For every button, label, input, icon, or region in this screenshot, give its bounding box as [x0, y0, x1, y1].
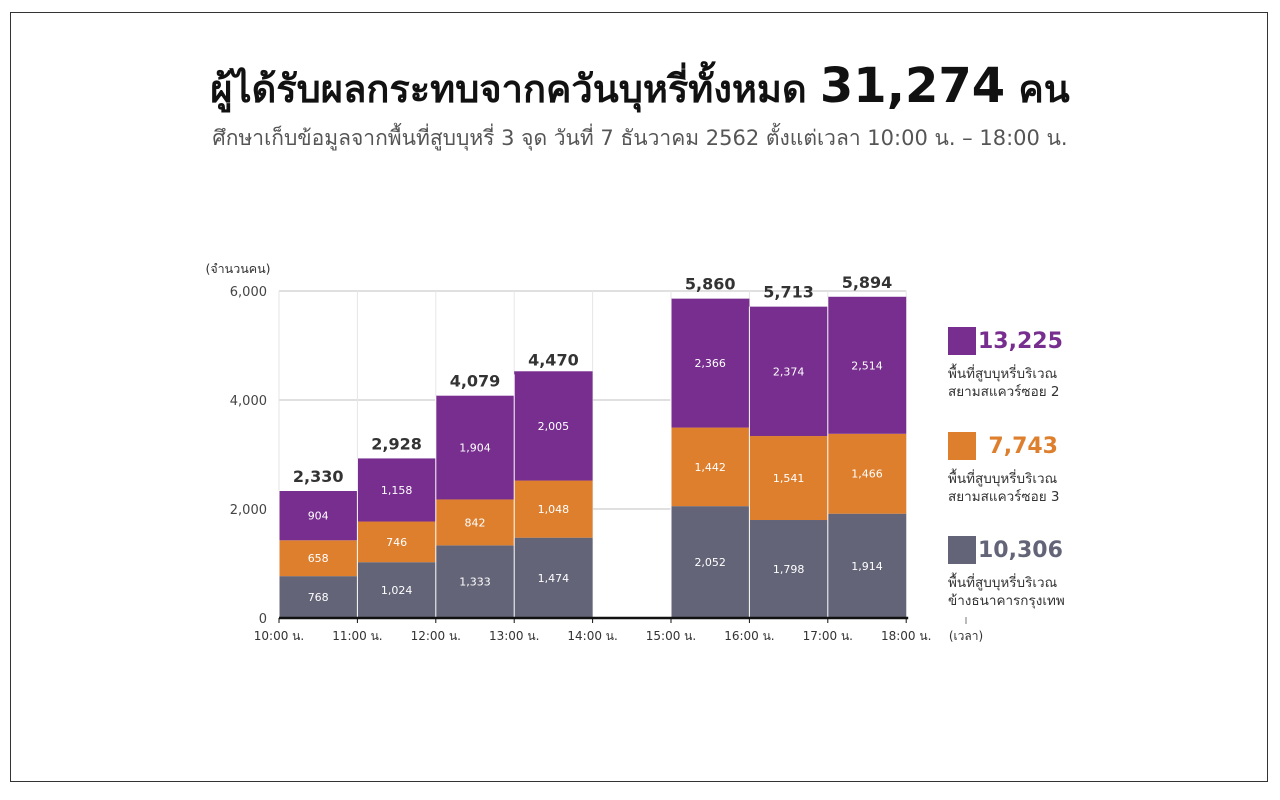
segment-value-label: 842 [465, 516, 486, 529]
legend-label: พื้นที่สูบบุหรี่บริเวณ [948, 471, 1058, 487]
bar-segment [357, 521, 436, 563]
legend-total: 7,743 [988, 433, 1058, 459]
segment-value-label: 1,024 [381, 584, 413, 597]
y-axis-label: (จำนวนคน) [205, 261, 270, 276]
legend-entry-siam-soi-2: 13,225 พื้นที่สูบบุหรี่บริเวณ สยามสแควร์… [948, 325, 1063, 401]
bar-segment [749, 306, 828, 437]
legend-label: สยามสแควร์ซอย 3 [948, 489, 1060, 505]
legend-entry-bangkok-bank: 10,306 พื้นที่สูบบุหรี่บริเวณ ข้างธนาคาร… [948, 534, 1065, 610]
bar-total-label: 2,330 [293, 467, 344, 486]
bar-segment [435, 499, 515, 546]
segment-value-label: 2,374 [773, 365, 805, 378]
bar-segment [671, 427, 750, 507]
segment-value-label: 1,541 [773, 472, 805, 485]
bar-total-label: 5,860 [685, 275, 736, 294]
bar-segment [357, 458, 436, 522]
bar-total-label: 5,713 [763, 283, 814, 302]
bar-total-label: 4,079 [450, 372, 501, 391]
segment-value-label: 904 [308, 510, 329, 523]
segment-value-label: 658 [308, 552, 329, 565]
bar-segment [514, 371, 593, 481]
segment-value-label: 2,514 [851, 359, 883, 372]
legend-label: สยามสแควร์ซอย 2 [948, 384, 1060, 400]
segment-value-label: 1,442 [694, 461, 726, 474]
segment-value-label: 1,798 [773, 563, 805, 576]
bar-segment [671, 506, 750, 618]
segment-value-label: 1,333 [459, 576, 491, 589]
legend-swatch-purple [948, 327, 976, 355]
bar-segment [671, 298, 750, 428]
bar-total-label: 5,894 [842, 273, 893, 292]
bar-segment [514, 537, 593, 618]
bar-segment [357, 562, 436, 618]
title-unit: คน [1018, 67, 1070, 111]
x-tick-label: 12:00 น. [411, 629, 461, 643]
segment-value-label: 1,474 [538, 572, 570, 585]
bar-segment [827, 513, 907, 618]
segment-value-label: 1,466 [851, 468, 883, 481]
y-tick-label: 6,000 [230, 285, 267, 300]
bar-segment [827, 296, 907, 434]
x-tick-label: 18:00 น. [881, 629, 931, 643]
segment-value-label: 1,904 [459, 442, 491, 455]
chart-frame [10, 12, 1268, 782]
title-total-number: 31,274 [819, 58, 1006, 114]
x-tick-label: 15:00 น. [646, 629, 696, 643]
segment-value-label: 2,005 [538, 420, 570, 433]
bar-segment [514, 480, 593, 538]
legend-swatch-orange [948, 432, 976, 460]
bar-total-label: 4,470 [528, 350, 579, 369]
x-tick-label: 17:00 น. [803, 629, 853, 643]
title-text: ผู้ได้รับผลกระทบจากควันบุหรี่ทั้งหมด [210, 67, 807, 111]
bar-segment [827, 433, 907, 514]
segment-value-label: 1,914 [851, 560, 883, 573]
x-tick-label: 10:00 น. [254, 629, 304, 643]
legend-total: 10,306 [978, 537, 1063, 563]
bar-total-label: 2,928 [371, 434, 422, 453]
chart-subtitle: ศึกษาเก็บข้อมูลจากพื้นที่สูบบุหรี่ 3 จุด… [212, 126, 1068, 150]
segment-value-label: 746 [386, 536, 407, 549]
legend-swatch-gray [948, 536, 976, 564]
bar-segment [435, 545, 515, 618]
segment-value-label: 2,052 [694, 556, 726, 569]
bar-segment [749, 436, 828, 521]
segment-value-label: 1,158 [381, 484, 413, 497]
legend-label: พื้นที่สูบบุหรี่บริเวณ [948, 575, 1058, 591]
y-tick-label: 2,000 [230, 503, 267, 518]
x-axis-label: (เวลา) [949, 629, 983, 643]
bar-segment [279, 491, 358, 541]
bar-segment [435, 395, 515, 500]
x-tick-label: 11:00 น. [332, 629, 382, 643]
legend-total: 13,225 [978, 328, 1063, 354]
legend-label: พื้นที่สูบบุหรี่บริเวณ [948, 366, 1058, 382]
bar-segment [279, 540, 358, 577]
segment-value-label: 2,366 [694, 357, 726, 370]
segment-value-label: 1,048 [538, 503, 570, 516]
x-tick-label: 14:00 น. [567, 629, 617, 643]
y-tick-label: 4,000 [230, 394, 267, 409]
chart-title: ผู้ได้รับผลกระทบจากควันบุหรี่ทั้งหมด 31,… [0, 58, 1280, 119]
y-tick-label: 0 [259, 612, 267, 627]
x-tick-label: 16:00 น. [724, 629, 774, 643]
legend-label: ข้างธนาคารกรุงเทพ [948, 593, 1065, 609]
legend-entry-siam-soi-3: 7,743 พื้นที่สูบบุหรี่บริเวณ สยามสแควร์ซ… [948, 430, 1060, 506]
bar-segment [749, 520, 828, 618]
segment-value-label: 768 [308, 591, 329, 604]
bar-segment [279, 576, 358, 618]
x-tick-label: 13:00 น. [489, 629, 539, 643]
